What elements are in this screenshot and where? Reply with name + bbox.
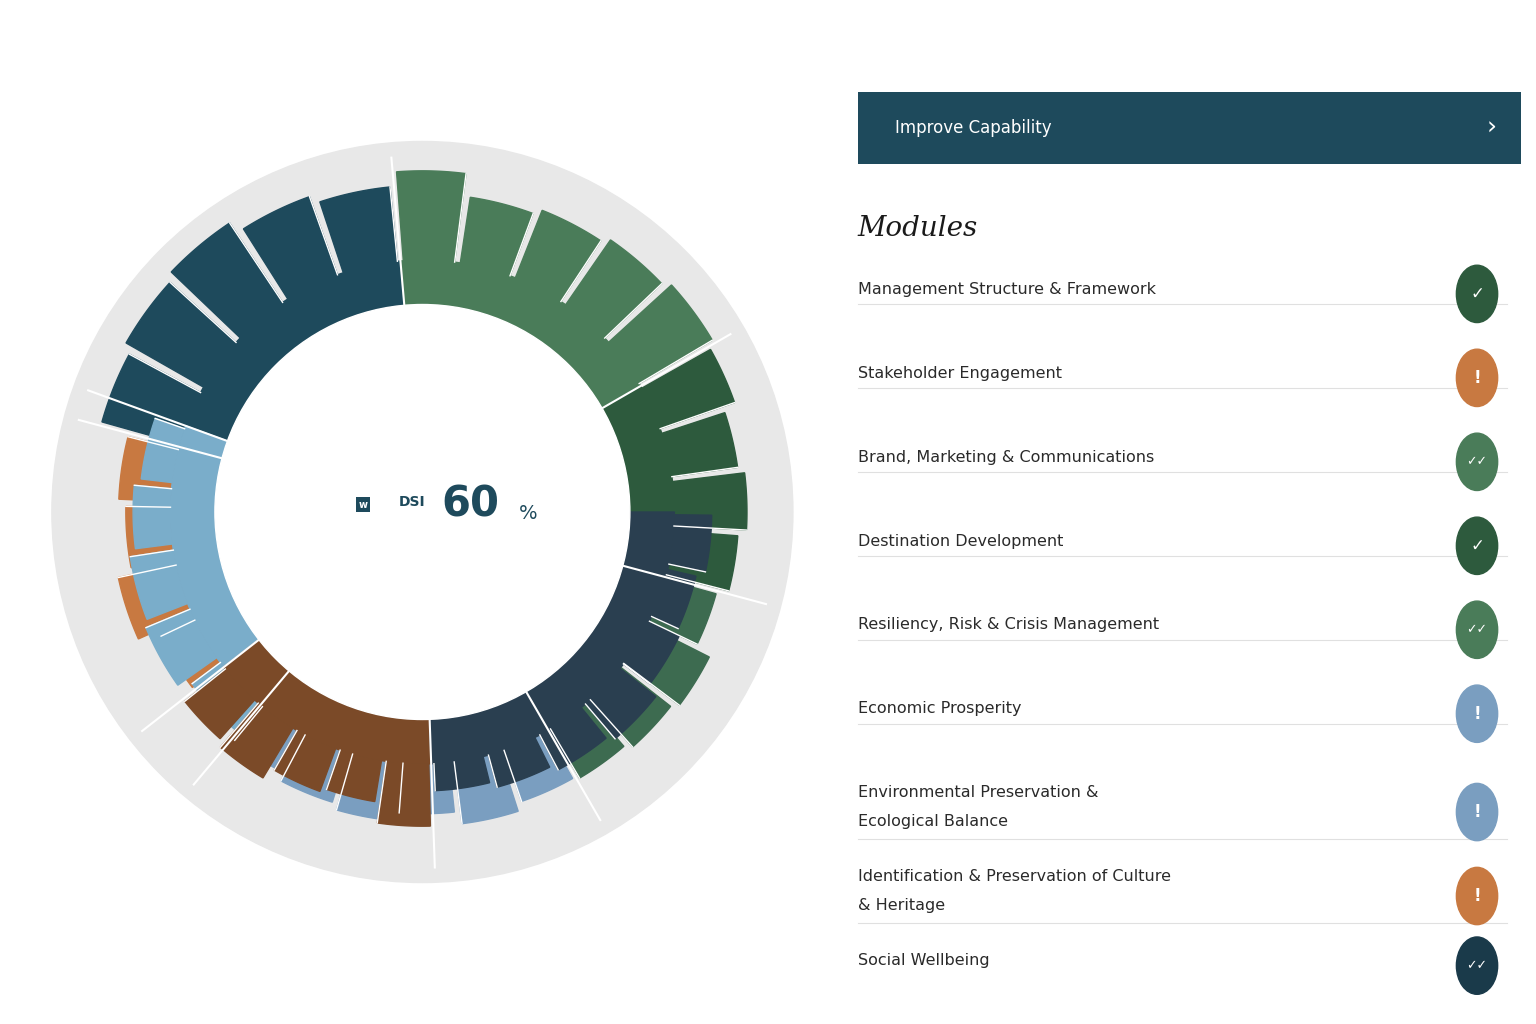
Polygon shape bbox=[527, 565, 665, 730]
Text: ✓: ✓ bbox=[1470, 285, 1484, 303]
Polygon shape bbox=[261, 671, 548, 764]
Polygon shape bbox=[435, 757, 490, 791]
Text: Stakeholder Engagement: Stakeholder Engagement bbox=[857, 366, 1061, 381]
Polygon shape bbox=[146, 609, 217, 685]
Polygon shape bbox=[224, 640, 432, 764]
Text: ✓✓: ✓✓ bbox=[1467, 624, 1487, 636]
Text: Identification & Preservation of Culture: Identification & Preservation of Culture bbox=[857, 869, 1170, 885]
Polygon shape bbox=[667, 531, 737, 591]
Polygon shape bbox=[101, 354, 201, 443]
Circle shape bbox=[1456, 265, 1498, 323]
Polygon shape bbox=[662, 413, 737, 476]
Polygon shape bbox=[126, 283, 237, 387]
Text: Modules: Modules bbox=[857, 215, 978, 242]
Text: & Heritage: & Heritage bbox=[857, 898, 945, 913]
Polygon shape bbox=[461, 198, 533, 275]
Polygon shape bbox=[624, 622, 679, 684]
Polygon shape bbox=[134, 485, 172, 549]
Polygon shape bbox=[170, 446, 260, 667]
Text: Improve Capability: Improve Capability bbox=[894, 119, 1051, 137]
Polygon shape bbox=[401, 260, 641, 409]
Polygon shape bbox=[396, 171, 465, 262]
Polygon shape bbox=[550, 703, 624, 778]
Polygon shape bbox=[642, 349, 734, 429]
Polygon shape bbox=[161, 621, 223, 687]
Text: !: ! bbox=[1473, 887, 1481, 905]
Polygon shape bbox=[184, 669, 255, 738]
Polygon shape bbox=[220, 703, 293, 778]
Polygon shape bbox=[504, 731, 573, 802]
Text: Brand, Marketing & Communications: Brand, Marketing & Communications bbox=[857, 450, 1154, 465]
Polygon shape bbox=[565, 240, 662, 338]
Circle shape bbox=[52, 141, 793, 883]
Text: Environmental Preservation &: Environmental Preservation & bbox=[857, 785, 1098, 801]
Circle shape bbox=[1456, 433, 1498, 490]
Text: w: w bbox=[358, 500, 367, 510]
Polygon shape bbox=[281, 735, 347, 802]
Text: Resiliency, Risk & Crisis Management: Resiliency, Risk & Crisis Management bbox=[857, 617, 1158, 633]
Polygon shape bbox=[539, 708, 607, 770]
Text: ›: › bbox=[1487, 116, 1496, 140]
Polygon shape bbox=[378, 762, 430, 826]
Polygon shape bbox=[192, 663, 258, 730]
Polygon shape bbox=[399, 763, 455, 814]
Polygon shape bbox=[668, 515, 711, 571]
Polygon shape bbox=[624, 626, 710, 706]
Polygon shape bbox=[430, 512, 674, 764]
Polygon shape bbox=[585, 669, 656, 739]
Circle shape bbox=[1456, 601, 1498, 658]
Polygon shape bbox=[602, 386, 674, 578]
Circle shape bbox=[1456, 867, 1498, 925]
Polygon shape bbox=[243, 197, 338, 299]
Text: Economic Prosperity: Economic Prosperity bbox=[857, 701, 1021, 717]
Polygon shape bbox=[131, 550, 187, 620]
Text: ✓✓: ✓✓ bbox=[1467, 959, 1487, 972]
Text: Management Structure & Framework: Management Structure & Framework bbox=[857, 282, 1155, 297]
Polygon shape bbox=[488, 737, 550, 787]
Text: 60: 60 bbox=[441, 483, 499, 525]
Polygon shape bbox=[336, 754, 398, 820]
Polygon shape bbox=[650, 580, 716, 644]
Text: %: % bbox=[519, 504, 538, 523]
Polygon shape bbox=[319, 187, 398, 272]
Polygon shape bbox=[275, 730, 336, 792]
Circle shape bbox=[215, 304, 630, 720]
Text: Ecological Balance: Ecological Balance bbox=[857, 814, 1008, 829]
Text: Destination Development: Destination Development bbox=[857, 534, 1063, 549]
Polygon shape bbox=[235, 707, 301, 771]
Polygon shape bbox=[118, 565, 192, 639]
Polygon shape bbox=[590, 668, 671, 746]
Polygon shape bbox=[455, 752, 518, 823]
FancyBboxPatch shape bbox=[857, 92, 1521, 164]
Circle shape bbox=[1456, 783, 1498, 841]
Polygon shape bbox=[516, 210, 601, 301]
Text: !: ! bbox=[1473, 803, 1481, 821]
Polygon shape bbox=[180, 261, 404, 459]
Text: !: ! bbox=[1473, 705, 1481, 723]
Circle shape bbox=[1456, 685, 1498, 742]
Circle shape bbox=[1456, 517, 1498, 574]
Polygon shape bbox=[141, 419, 184, 482]
Polygon shape bbox=[118, 437, 178, 502]
Circle shape bbox=[1456, 349, 1498, 407]
Circle shape bbox=[1456, 937, 1498, 994]
Text: ✓: ✓ bbox=[1470, 537, 1484, 555]
Text: DSI: DSI bbox=[399, 495, 425, 509]
Polygon shape bbox=[170, 223, 283, 338]
Polygon shape bbox=[126, 507, 175, 567]
Polygon shape bbox=[327, 751, 381, 802]
Polygon shape bbox=[170, 426, 289, 705]
Text: ✓✓: ✓✓ bbox=[1467, 456, 1487, 468]
Text: Social Wellbeing: Social Wellbeing bbox=[857, 953, 989, 969]
Polygon shape bbox=[608, 285, 713, 384]
Polygon shape bbox=[673, 473, 746, 530]
Polygon shape bbox=[651, 569, 696, 629]
Text: !: ! bbox=[1473, 369, 1481, 387]
